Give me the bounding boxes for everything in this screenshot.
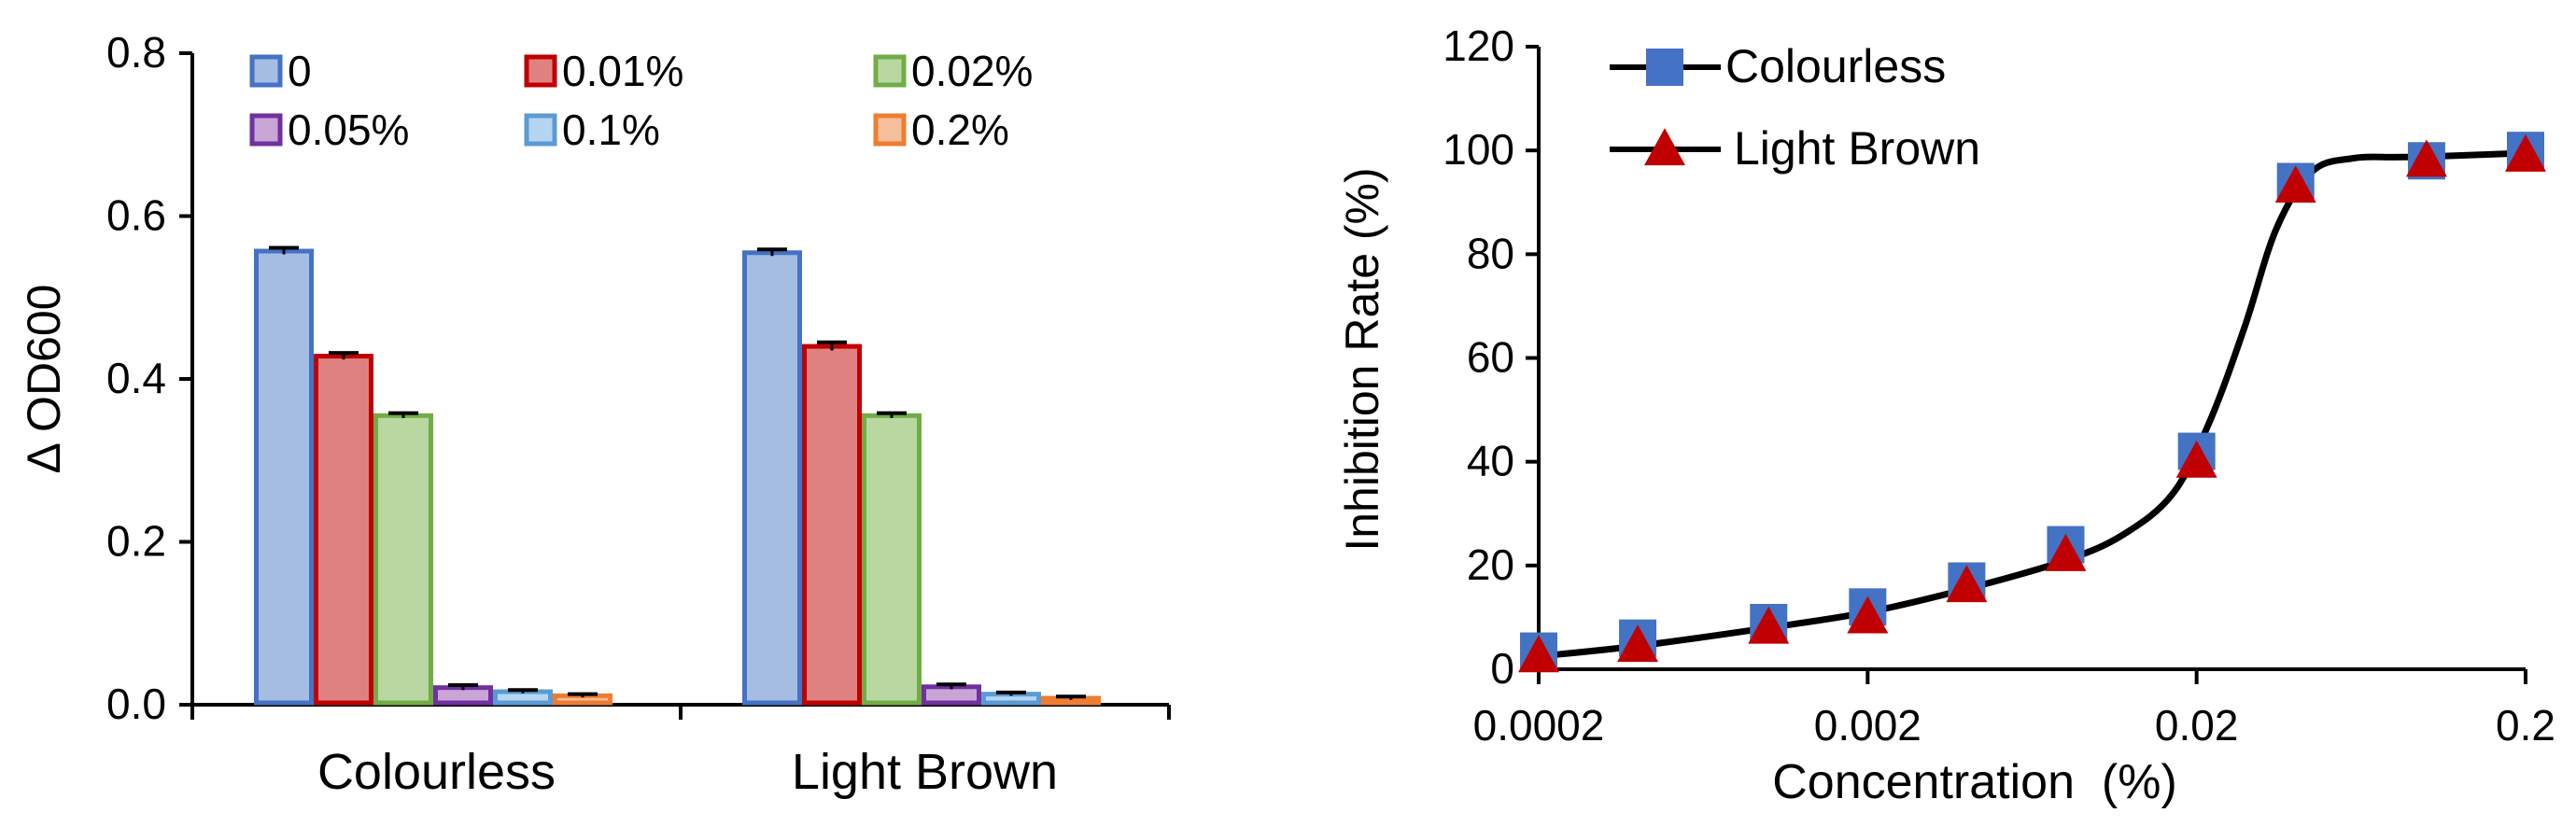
line-x-tick-label: 0.2 (2496, 701, 2555, 750)
legend-swatch (524, 113, 557, 147)
data-point-triangle (2405, 139, 2447, 177)
data-point-triangle (1518, 635, 1559, 673)
line-y-tick-label: 40 (1467, 437, 1514, 485)
bar (314, 354, 373, 706)
dose-response-chart: 0 20 40 60 80 100 120 0.0002 0.002 0.02 0.2 Inhib… (1336, 21, 2555, 809)
legend-marker (1644, 128, 1685, 166)
bar (742, 250, 802, 706)
legend-swatch (524, 54, 557, 88)
bar-x-axis (190, 703, 1171, 720)
bar-y-axis: 0.0 0.2 0.4 0.6 0.8 (106, 28, 194, 728)
legend-marker (1646, 49, 1683, 86)
line-y-tick-label: 80 (1467, 229, 1514, 277)
legend-label: 0.01% (562, 47, 683, 95)
bar (373, 413, 433, 706)
legend-label: 0.05% (288, 105, 409, 154)
data-point-triangle (1946, 565, 1988, 603)
data-point-triangle (2505, 133, 2546, 172)
bar-series (254, 245, 1101, 706)
line-y-tick-label: 0 (1490, 644, 1514, 693)
legend-label: 0.2% (911, 105, 1009, 154)
bar-chart: 0.0 0.2 0.4 0.6 0.8 Δ OD600 0 0.01% 0.02% 0.05%… (18, 28, 1171, 800)
data-point-triangle (2274, 165, 2316, 203)
legend-swatch (249, 54, 283, 88)
bar-y-tick-label: 0.2 (106, 517, 166, 566)
line-x-axis-title: Concentration (%) (1772, 755, 2177, 809)
legend-swatch (873, 113, 907, 147)
line-legend: Colourless Light Brown (1610, 40, 1980, 175)
bar (254, 248, 314, 706)
legend-label: Light Brown (1734, 122, 1980, 175)
bar (862, 413, 922, 706)
bar-y-tick-label: 0.6 (106, 191, 166, 240)
data-point-triangle (2045, 533, 2087, 571)
bar-y-tick-label: 0.8 (106, 28, 166, 77)
line-markers (1518, 132, 2546, 673)
line-y-axis: 0 20 40 60 80 100 120 (1443, 21, 1539, 693)
line-y-tick-label: 20 (1467, 540, 1514, 589)
legend-swatch (873, 54, 907, 88)
line-y-tick-label: 120 (1443, 21, 1514, 70)
bar-category-label: Colourless (317, 744, 556, 800)
legend-label: 0 (288, 47, 312, 95)
line-x-axis: 0.0002 0.002 0.02 0.2 (1473, 669, 2555, 750)
legend-label: 0.02% (911, 47, 1033, 95)
legend-swatch (249, 113, 283, 147)
bar (493, 689, 553, 706)
data-point-triangle (1748, 606, 1790, 644)
line-y-tick-label: 100 (1443, 125, 1514, 174)
bar-category-label: Light Brown (792, 744, 1058, 800)
bar-y-tick-label: 0.4 (106, 354, 166, 402)
line-x-tick-label: 0.0002 (1473, 701, 1605, 750)
data-point-triangle (1847, 596, 1889, 634)
fit-curve-line (1538, 149, 2527, 660)
bar (802, 343, 862, 706)
line-x-tick-label: 0.002 (1814, 701, 1921, 750)
data-point-triangle (2175, 440, 2217, 478)
line-y-axis-title: Inhibition Rate (%) (1336, 167, 1388, 551)
data-point-triangle (1617, 624, 1659, 663)
line-y-tick-label: 60 (1467, 333, 1514, 382)
bar-y-axis-title: Δ OD600 (18, 285, 70, 474)
line-x-tick-label: 0.02 (2155, 701, 2239, 750)
bar-legend: 0 0.01% 0.02% 0.05% 0.1% 0.2% (249, 47, 1033, 154)
bar-y-tick-label: 0.0 (106, 680, 166, 728)
legend-label: 0.1% (562, 105, 660, 154)
legend-label: Colourless (1725, 40, 1946, 92)
bar-category-labels: Colourless Light Brown (317, 744, 1058, 800)
